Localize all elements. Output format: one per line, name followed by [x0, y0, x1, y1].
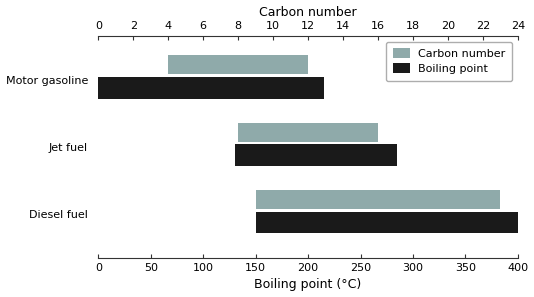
X-axis label: Boiling point (°C): Boiling point (°C) — [255, 279, 362, 291]
Bar — [256, 190, 500, 209]
Bar — [168, 56, 308, 74]
Legend: Carbon number, Boiling point: Carbon number, Boiling point — [386, 42, 512, 81]
X-axis label: Carbon number: Carbon number — [260, 6, 357, 18]
Bar — [98, 77, 324, 99]
Bar — [256, 211, 518, 233]
Bar — [238, 123, 378, 142]
Bar — [235, 144, 397, 166]
